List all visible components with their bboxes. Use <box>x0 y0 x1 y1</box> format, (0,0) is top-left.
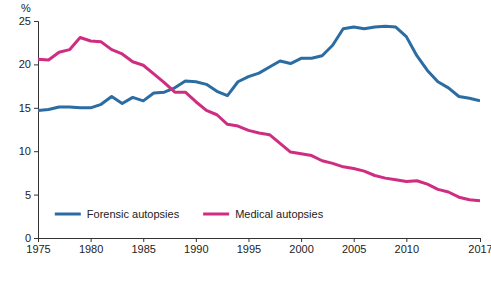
tick-label: 1990 <box>184 243 208 255</box>
tick-label: 1985 <box>131 243 155 255</box>
tick-label: 2010 <box>395 243 419 255</box>
tick-mark <box>301 238 302 242</box>
plot-area <box>38 26 480 200</box>
tick: 2000 <box>289 238 313 255</box>
legend: Forensic autopsies Medical autopsies <box>55 208 324 220</box>
axis-line <box>34 22 39 239</box>
tick: 0 <box>25 232 38 244</box>
tick-mark <box>34 151 38 152</box>
chart: 1975 1980 1985 1990 1995 2000 2005 2010 2017 0 5 10… <box>0 0 491 302</box>
tick-mark <box>196 238 197 242</box>
tick-mark <box>34 238 38 239</box>
legend-swatch <box>203 213 229 216</box>
tick-label: 20 <box>19 58 31 70</box>
tick-label: 2017 <box>468 243 491 255</box>
legend-swatch <box>55 213 81 216</box>
tick: 1985 <box>131 238 155 255</box>
tick: 1980 <box>79 238 103 255</box>
tick: 2005 <box>342 238 366 255</box>
tick: 5 <box>25 189 38 201</box>
line <box>38 37 480 200</box>
tick-mark <box>91 238 92 242</box>
legend-label: Forensic autopsies <box>87 208 180 220</box>
axis-line <box>39 239 481 243</box>
tick-label: 0 <box>25 232 31 244</box>
tick-mark <box>34 21 38 22</box>
tick: 2010 <box>395 238 419 255</box>
tick-mark <box>480 238 481 242</box>
tick-mark <box>34 108 38 109</box>
tick-mark <box>354 238 355 242</box>
tick: 10 <box>19 145 38 157</box>
tick: 15 <box>19 102 38 114</box>
tick-mark <box>406 238 407 242</box>
tick-label: 15 <box>19 102 31 114</box>
tick-label: 1995 <box>237 243 261 255</box>
tick-mark <box>248 238 249 242</box>
tick: 25 <box>19 15 38 27</box>
tick-label: 1975 <box>26 243 50 255</box>
tick-mark <box>34 195 38 196</box>
y-axis: 0 5 10 15 20 25 <box>19 15 39 244</box>
tick-label: 25 <box>19 15 31 27</box>
legend-item: Medical autopsies <box>203 208 324 220</box>
tick: 20 <box>19 58 38 70</box>
y-axis-title: % <box>21 2 31 14</box>
tick-label: 2005 <box>342 243 366 255</box>
legend-item: Forensic autopsies <box>55 208 180 220</box>
x-axis: 1975 1980 1985 1990 1995 2000 2005 2010 2017 <box>26 238 491 255</box>
line <box>38 26 480 110</box>
tick: 1990 <box>184 238 208 255</box>
legend-label: Medical autopsies <box>235 208 324 220</box>
tick-label: 1980 <box>79 243 103 255</box>
tick-mark <box>34 64 38 65</box>
tick: 2017 <box>468 238 491 255</box>
tick-label: 2000 <box>289 243 313 255</box>
tick-mark <box>143 238 144 242</box>
tick-label: 5 <box>25 189 31 201</box>
tick-label: 10 <box>19 145 31 157</box>
tick: 1995 <box>237 238 261 255</box>
